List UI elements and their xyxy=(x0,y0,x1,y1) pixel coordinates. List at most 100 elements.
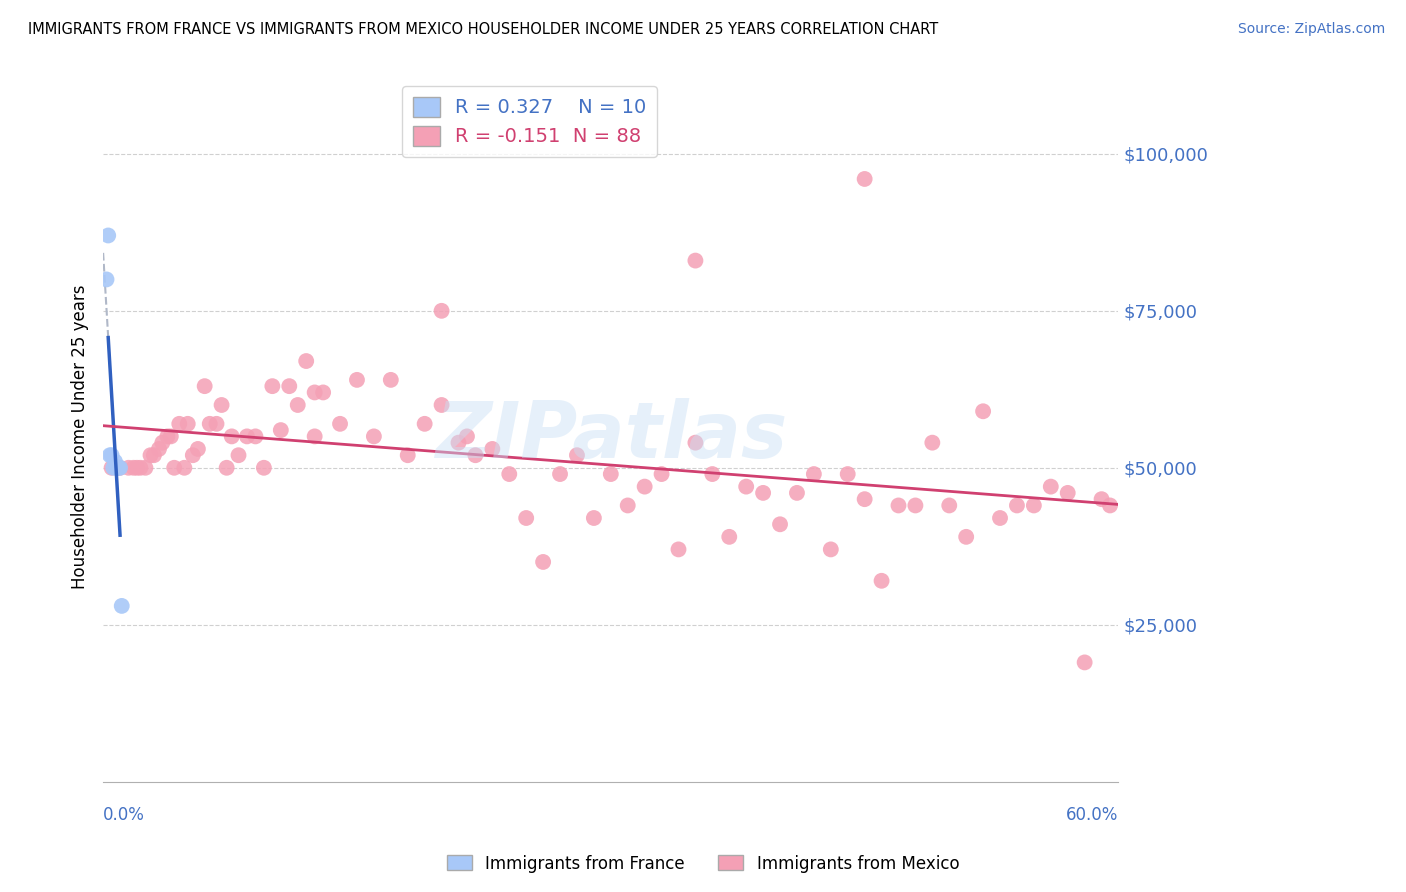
Point xyxy=(447,435,470,450)
Point xyxy=(253,460,276,475)
Legend: Immigrants from France, Immigrants from Mexico: Immigrants from France, Immigrants from … xyxy=(440,848,966,880)
Point xyxy=(430,303,453,318)
Point xyxy=(228,448,250,462)
Text: IMMIGRANTS FROM FRANCE VS IMMIGRANTS FROM MEXICO HOUSEHOLDER INCOME UNDER 25 YEA: IMMIGRANTS FROM FRANCE VS IMMIGRANTS FRO… xyxy=(28,22,938,37)
Point xyxy=(96,272,118,286)
Point xyxy=(304,429,326,443)
Point xyxy=(363,429,385,443)
Point xyxy=(278,379,301,393)
Point xyxy=(163,460,186,475)
Point xyxy=(236,429,259,443)
Text: 60.0%: 60.0% xyxy=(1066,805,1119,823)
Point xyxy=(287,398,309,412)
Point xyxy=(187,442,209,456)
Text: ZIPatlas: ZIPatlas xyxy=(434,399,787,475)
Point xyxy=(1005,499,1028,513)
Point xyxy=(105,460,128,475)
Point xyxy=(685,435,707,450)
Point xyxy=(177,417,200,431)
Point xyxy=(735,480,758,494)
Point xyxy=(270,423,292,437)
Point xyxy=(139,448,162,462)
Point xyxy=(651,467,673,481)
Point xyxy=(531,555,554,569)
Point xyxy=(173,460,195,475)
Point xyxy=(107,460,129,475)
Point xyxy=(803,467,825,481)
Point xyxy=(769,517,792,532)
Point xyxy=(515,511,537,525)
Point xyxy=(685,253,707,268)
Point xyxy=(215,460,238,475)
Point xyxy=(396,448,419,462)
Legend: R = 0.327    N = 10, R = -0.151  N = 88: R = 0.327 N = 10, R = -0.151 N = 88 xyxy=(402,87,657,157)
Point xyxy=(752,486,775,500)
Point xyxy=(853,172,876,186)
Point xyxy=(150,435,173,450)
Point xyxy=(221,429,243,443)
Point xyxy=(97,228,120,243)
Point xyxy=(498,467,520,481)
Point xyxy=(100,448,122,462)
Point xyxy=(870,574,893,588)
Point xyxy=(169,417,191,431)
Point xyxy=(1039,480,1062,494)
Point xyxy=(100,460,122,475)
Point xyxy=(565,448,588,462)
Point xyxy=(464,448,486,462)
Point xyxy=(1090,492,1112,507)
Point xyxy=(245,429,267,443)
Point xyxy=(181,448,204,462)
Point xyxy=(129,460,152,475)
Point xyxy=(1022,499,1045,513)
Point xyxy=(329,417,352,431)
Point xyxy=(702,467,724,481)
Point xyxy=(634,480,657,494)
Point xyxy=(122,460,145,475)
Point xyxy=(312,385,335,400)
Point xyxy=(972,404,994,418)
Point xyxy=(938,499,960,513)
Point xyxy=(205,417,228,431)
Point xyxy=(211,398,233,412)
Point xyxy=(921,435,943,450)
Point xyxy=(346,373,368,387)
Point xyxy=(111,599,134,613)
Point xyxy=(582,511,605,525)
Point xyxy=(103,460,125,475)
Point xyxy=(413,417,436,431)
Point xyxy=(159,429,181,443)
Text: Source: ZipAtlas.com: Source: ZipAtlas.com xyxy=(1237,22,1385,37)
Point xyxy=(125,460,148,475)
Point xyxy=(616,499,638,513)
Point xyxy=(1098,499,1121,513)
Point xyxy=(786,486,808,500)
Point xyxy=(481,442,503,456)
Point xyxy=(820,542,842,557)
Point xyxy=(988,511,1011,525)
Point xyxy=(148,442,170,456)
Point xyxy=(380,373,402,387)
Point xyxy=(456,429,478,443)
Point xyxy=(108,460,131,475)
Point xyxy=(955,530,977,544)
Point xyxy=(718,530,741,544)
Point xyxy=(194,379,217,393)
Point xyxy=(142,448,165,462)
Point xyxy=(430,398,453,412)
Point xyxy=(853,492,876,507)
Point xyxy=(887,499,910,513)
Point xyxy=(134,460,156,475)
Point xyxy=(156,429,179,443)
Point xyxy=(904,499,927,513)
Point xyxy=(599,467,621,481)
Point xyxy=(198,417,221,431)
Point xyxy=(104,454,127,468)
Point xyxy=(1073,656,1095,670)
Point xyxy=(108,460,131,475)
Point xyxy=(98,448,121,462)
Text: 0.0%: 0.0% xyxy=(103,805,145,823)
Point xyxy=(837,467,859,481)
Y-axis label: Householder Income Under 25 years: Householder Income Under 25 years xyxy=(72,285,89,589)
Point xyxy=(117,460,139,475)
